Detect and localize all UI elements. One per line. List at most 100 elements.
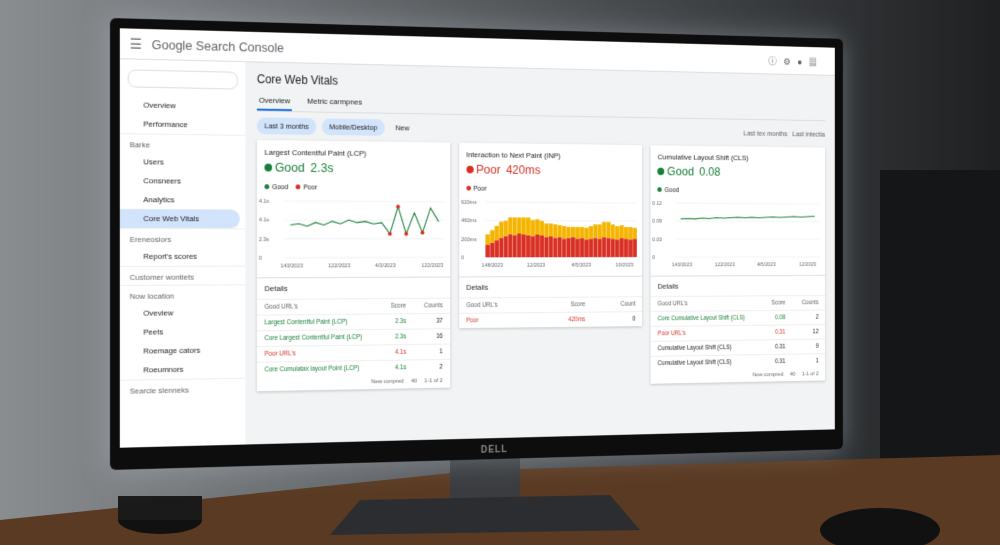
- y-tick-label: 0.03: [653, 237, 663, 243]
- table-cell: 9: [791, 339, 826, 355]
- y-tick-label: 620ms: [461, 200, 477, 206]
- sidebar-item[interactable]: Roemage cators: [143, 345, 201, 356]
- filter-chip[interactable]: Last 3 months: [256, 117, 317, 135]
- product-name: Google Search Console: [151, 36, 284, 55]
- x-tick-label: 12/2023: [799, 262, 816, 267]
- bar-segment: [614, 226, 620, 240]
- point: [420, 230, 425, 235]
- bar-segment: [525, 235, 531, 258]
- sidebar-item[interactable]: Analytics: [143, 195, 175, 205]
- y-tick-label: 0.09: [653, 219, 663, 225]
- sidebar-item[interactable]: Peets: [143, 327, 164, 337]
- column-header: Good URL's: [256, 298, 381, 316]
- sidebar-item[interactable]: Overview: [143, 100, 176, 111]
- table-cell: Largest Contentful Paint (LCP): [256, 314, 381, 331]
- bar-segment: [557, 225, 562, 238]
- sidebar-item[interactable]: Roeumnors: [143, 364, 184, 375]
- x-tick-label: 10/2023: [615, 263, 633, 269]
- sidebar-item[interactable]: Core Web Vitals: [119, 209, 240, 229]
- bar-segment: [534, 219, 540, 235]
- bar-segment: [543, 236, 549, 258]
- bar-segment: [601, 237, 606, 258]
- table-cell: 1: [413, 344, 450, 360]
- x-tick-label: 4/5/2023: [758, 262, 776, 267]
- pagination: Now compred 40 1-1 of 2: [651, 368, 825, 384]
- sidebar-item[interactable]: Consneers: [143, 176, 181, 186]
- card-status: Good 2.3s: [257, 160, 450, 182]
- bar-segment: [552, 224, 558, 238]
- grid-line: [285, 201, 445, 202]
- filters: Last 3 months Mobile/Desktop New Last tex m…: [256, 117, 826, 142]
- legend-swatch: [466, 185, 471, 191]
- metric-card: Interaction to Next Paint (INP) Poor 420ms…: [458, 142, 643, 329]
- per-page[interactable]: 40: [789, 371, 796, 378]
- sidebar-item[interactable]: Oveview: [143, 308, 174, 318]
- bar-segment: [610, 238, 615, 258]
- bar-segment: [552, 237, 558, 258]
- column-header: Counts: [791, 295, 826, 311]
- table-cell: 2.3s: [380, 329, 414, 345]
- card-title: Cumulative Layout Shift (CLS): [657, 152, 749, 163]
- y-tick-label: 0: [259, 256, 262, 262]
- link[interactable]: Last tex months: [743, 128, 788, 138]
- bar-segment: [525, 217, 531, 236]
- tab[interactable]: Metric carmpnes: [307, 96, 363, 107]
- point: [404, 231, 409, 236]
- bar-segment: [588, 238, 593, 258]
- stand-base: [330, 495, 640, 535]
- table-cell: 12: [791, 324, 826, 340]
- table-cell: Core Largest Contentful Paint (LCP): [256, 329, 381, 347]
- bar-segment: [489, 230, 494, 243]
- menu-icon[interactable]: ☰: [129, 35, 142, 52]
- page-range: 1-1 of 2: [801, 371, 819, 378]
- sidebar-heading: Now location: [119, 284, 246, 304]
- sidebar-item[interactable]: Report's scores: [143, 251, 198, 261]
- legend-label: Good: [664, 187, 680, 194]
- per-page[interactable]: 40: [410, 378, 418, 385]
- table-header: Good URL's Score Counts: [650, 295, 826, 312]
- new-button[interactable]: New: [395, 123, 410, 133]
- bar-segment: [584, 227, 589, 240]
- legend-swatch: [657, 187, 662, 192]
- sidebar: Overview Performance Barke Users Consneers An…: [119, 59, 246, 448]
- table-cell: 0: [592, 311, 643, 327]
- bar-segment: [579, 237, 584, 258]
- table-cell: 1: [791, 353, 826, 369]
- bar-segment: [614, 239, 620, 258]
- link[interactable]: Last intectia: [792, 129, 826, 139]
- property-selector[interactable]: [127, 69, 238, 90]
- bar-segment: [507, 234, 513, 258]
- cards: Largest Contentful Paint (LCP) Good 2.3s Go…: [256, 139, 826, 392]
- bar-segment: [494, 225, 499, 241]
- y-tick-label: 200ms: [461, 237, 477, 243]
- legend-label: Poor: [303, 184, 318, 192]
- table-row[interactable]: Poor 420ms 0: [458, 311, 643, 329]
- filter-chip[interactable]: Mobile/Desktop: [321, 118, 385, 136]
- bar-segment: [566, 237, 571, 258]
- bar-segment: [592, 237, 598, 258]
- toolbar-icons[interactable]: ⓘ⚙●▦: [768, 56, 824, 68]
- bar-segment: [619, 237, 624, 258]
- y-tick-label: 0: [461, 256, 464, 262]
- bar-segment: [566, 226, 571, 238]
- card-status: Good 0.08: [651, 164, 825, 185]
- legend-swatch: [295, 184, 301, 190]
- table-header: Good URL's Score Count: [458, 296, 643, 314]
- sidebar-item[interactable]: Users: [143, 157, 164, 167]
- column-header: Good URL's: [458, 297, 539, 314]
- table-cell: 16: [413, 328, 450, 345]
- monitor: ☰ Google Search Console ⓘ⚙●▦ Overview Per…: [110, 18, 843, 470]
- bar-segment: [632, 238, 637, 258]
- table-cell: Poor: [458, 312, 539, 329]
- bar-segment: [584, 239, 589, 258]
- table-cell: 4.1s: [380, 359, 414, 376]
- sidebar-item[interactable]: Performance: [143, 119, 188, 130]
- bar-segment: [610, 224, 615, 239]
- bar-segment: [530, 220, 535, 237]
- details-table: Good URL's Score Counts Core Cumulative Lay…: [650, 295, 826, 371]
- tab[interactable]: Overview: [256, 91, 293, 112]
- x-tick-label: 148/2023: [481, 263, 502, 269]
- table-cell: 0.31: [761, 354, 792, 369]
- legend: Good: [651, 183, 825, 198]
- column-header: Count: [592, 296, 643, 313]
